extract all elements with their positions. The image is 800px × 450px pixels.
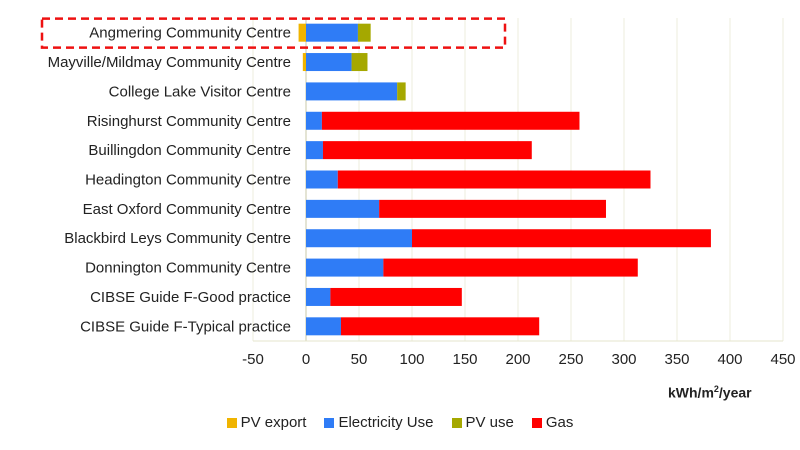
bar-gas: [412, 229, 711, 248]
category-label: Angmering Community Centre: [89, 25, 291, 42]
x-tick-label: 300: [611, 351, 636, 368]
legend-swatch: [451, 417, 462, 428]
x-tick-label: -50: [242, 351, 264, 368]
bar-gas: [383, 258, 638, 277]
category-label: CIBSE Guide F-Typical practice: [80, 318, 291, 335]
bar-electricity-use: [306, 111, 322, 130]
bar-pv-use: [397, 82, 406, 101]
bar-electricity-use: [306, 170, 338, 189]
bar-pv-use: [357, 23, 371, 42]
bar-electricity-use: [306, 287, 331, 306]
category-label: CIBSE Guide F-Good practice: [90, 289, 291, 306]
x-tick-label: 50: [351, 351, 368, 368]
highlight-box: [40, 17, 507, 49]
category-label: Headington Community Centre: [85, 172, 291, 189]
category-label: East Oxford Community Centre: [83, 201, 291, 218]
bar-gas: [330, 287, 462, 306]
bar-electricity-use: [306, 199, 380, 218]
x-tick-label: 100: [399, 351, 424, 368]
bar-electricity-use: [306, 317, 341, 336]
legend-label: Gas: [545, 414, 574, 431]
legend-swatch: [226, 417, 237, 428]
legend: PV export Electricity Use PV use Gas: [0, 414, 800, 431]
bar-gas: [337, 170, 651, 189]
category-label: Risinghurst Community Centre: [87, 113, 291, 130]
legend-item: PV use: [451, 414, 514, 431]
x-tick-label: 0: [302, 351, 310, 368]
legend-swatch: [324, 417, 335, 428]
legend-label: PV use: [465, 414, 514, 431]
bar-pv-export: [302, 53, 306, 72]
category-label: Blackbird Leys Community Centre: [64, 230, 291, 247]
legend-swatch: [531, 417, 542, 428]
bar-pv-use: [351, 53, 368, 72]
category-label: College Lake Visitor Centre: [109, 83, 291, 100]
legend-label: PV export: [240, 414, 307, 431]
legend-item: PV export: [226, 414, 307, 431]
bar-pv-export: [298, 23, 306, 42]
bar-gas: [322, 141, 532, 160]
bar-electricity-use: [306, 258, 384, 277]
x-tick-label: 150: [452, 351, 477, 368]
x-tick-label: 350: [664, 351, 689, 368]
x-tick-label: 450: [770, 351, 795, 368]
category-label: Donnington Community Centre: [85, 260, 291, 277]
x-axis-label: kWh/m2/year: [668, 384, 752, 401]
bar-electricity-use: [306, 23, 358, 42]
legend-label: Electricity Use: [338, 414, 434, 431]
legend-item: Electricity Use: [324, 414, 434, 431]
x-tick-label: 200: [505, 351, 530, 368]
category-label: Mayville/Mildmay Community Centre: [48, 54, 291, 71]
bar-electricity-use: [306, 229, 412, 248]
bar-gas: [379, 199, 606, 218]
bar-gas: [340, 317, 540, 336]
x-tick-label: 250: [558, 351, 583, 368]
x-tick-label: 400: [717, 351, 742, 368]
legend-item: Gas: [531, 414, 574, 431]
bar-electricity-use: [306, 82, 398, 101]
bar-gas: [321, 111, 580, 130]
category-label: Buillingdon Community Centre: [88, 142, 291, 159]
bar-electricity-use: [306, 141, 323, 160]
bar-electricity-use: [306, 53, 352, 72]
